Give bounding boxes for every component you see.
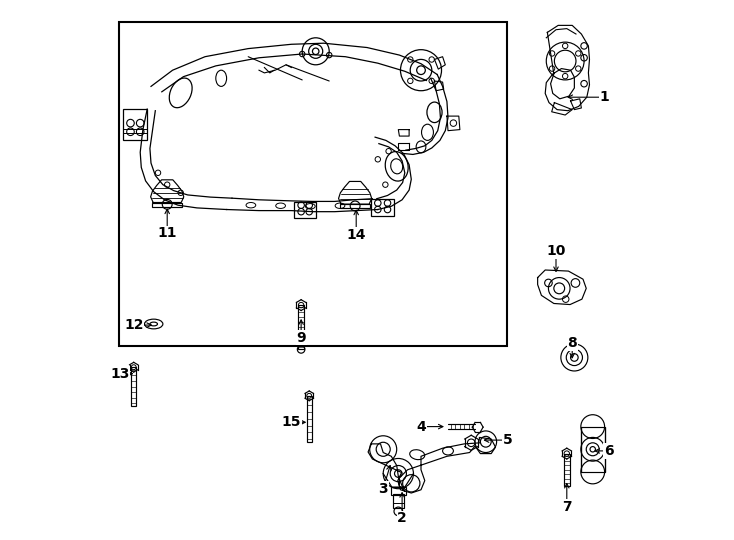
Bar xyxy=(123,109,148,140)
Text: 3: 3 xyxy=(379,482,388,496)
Text: 5: 5 xyxy=(503,433,512,447)
Text: 2: 2 xyxy=(397,511,407,525)
Bar xyxy=(341,204,370,208)
Bar xyxy=(294,202,316,218)
Bar xyxy=(119,22,507,346)
Text: 15: 15 xyxy=(282,415,301,429)
Text: 10: 10 xyxy=(546,244,566,258)
Text: 6: 6 xyxy=(604,444,614,458)
Text: 9: 9 xyxy=(297,330,306,345)
Text: 1: 1 xyxy=(600,90,609,104)
Text: 14: 14 xyxy=(346,228,366,242)
Text: 8: 8 xyxy=(567,336,577,350)
Text: 12: 12 xyxy=(124,318,143,332)
Text: 13: 13 xyxy=(110,367,129,381)
Bar xyxy=(581,427,605,472)
Bar xyxy=(299,305,304,349)
Text: 4: 4 xyxy=(416,420,426,434)
Bar xyxy=(390,487,406,495)
Text: 11: 11 xyxy=(158,226,177,240)
Bar xyxy=(393,494,404,508)
Bar xyxy=(153,202,182,207)
Bar xyxy=(371,199,394,216)
Bar xyxy=(131,367,137,406)
Bar xyxy=(564,454,570,486)
Text: 7: 7 xyxy=(562,500,572,514)
Bar xyxy=(307,396,312,442)
